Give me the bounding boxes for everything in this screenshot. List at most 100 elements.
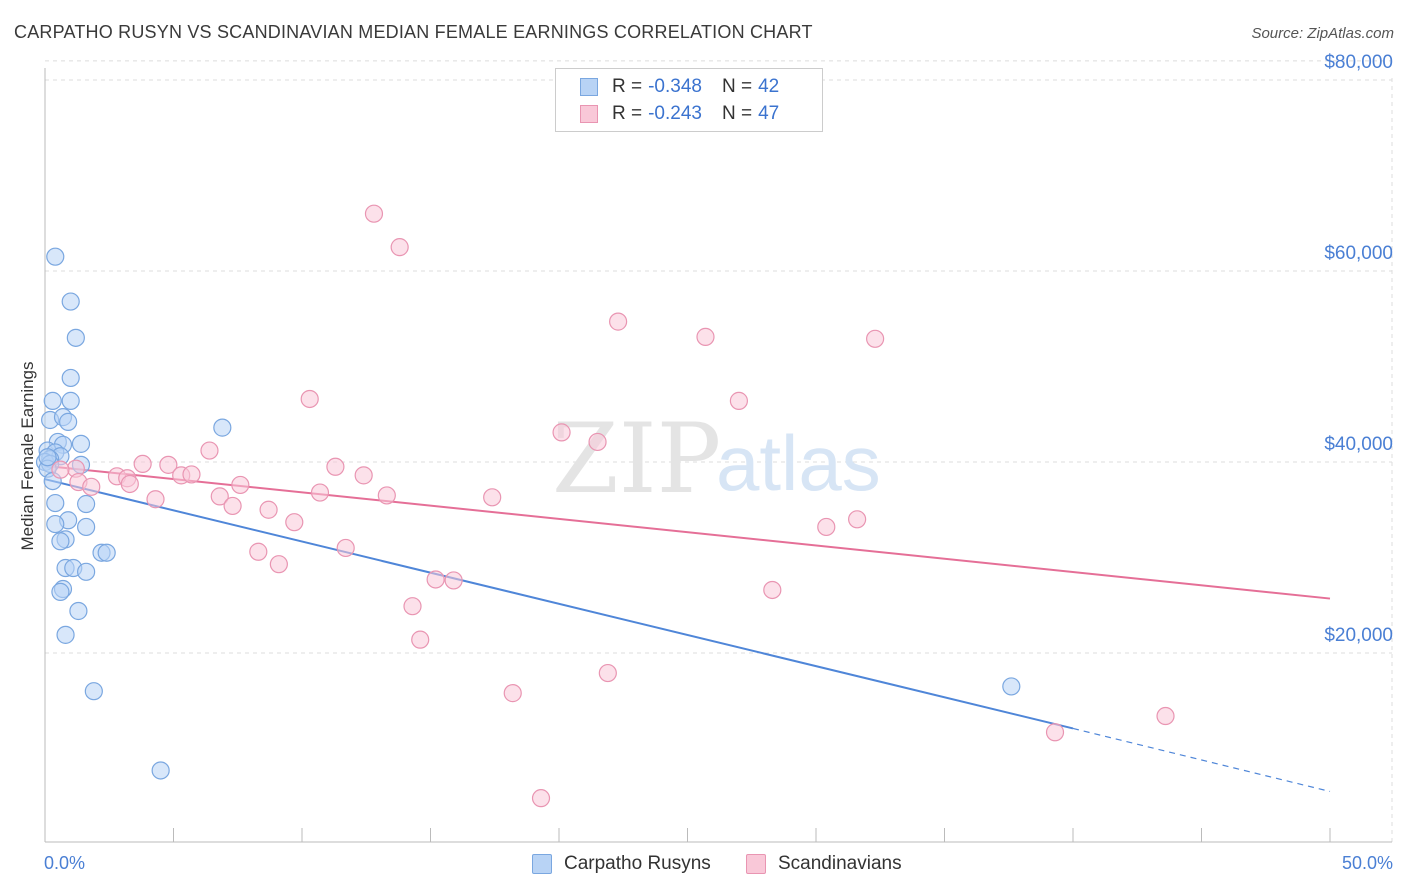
- point-carpatho-rusyn: [213, 418, 232, 437]
- point-scandinavian: [210, 487, 229, 506]
- legend-swatch-pink: [580, 105, 598, 123]
- legend-r-label: R =: [612, 103, 643, 124]
- x-tick-label: 0.0%: [44, 853, 85, 873]
- legend-r-value: -0.243: [648, 103, 702, 124]
- legend-n-label: N =: [721, 103, 753, 124]
- tick-labels: $20,000 $40,000 $60,000 $80,000 0.0% 50.0%: [44, 52, 1393, 873]
- point-scandinavian: [696, 327, 715, 346]
- point-scandinavian: [390, 238, 409, 257]
- point-carpatho-rusyn: [1002, 677, 1021, 696]
- point-scandinavian: [1156, 706, 1175, 726]
- trend-lines: [44, 464, 1331, 793]
- legend-label: Carpatho Rusyns: [564, 853, 711, 874]
- point-scandinavian: [182, 465, 201, 484]
- legend-swatch-pink: [746, 854, 766, 874]
- point-scandinavian: [326, 457, 345, 476]
- point-scandinavian: [403, 597, 422, 616]
- legend-swatch-blue: [532, 854, 552, 874]
- point-scandinavian: [531, 789, 551, 808]
- point-scandinavian: [300, 389, 319, 409]
- point-scandinavian: [51, 460, 70, 479]
- point-carpatho-rusyn: [59, 412, 78, 431]
- point-carpatho-rusyn: [43, 391, 62, 410]
- point-scandinavian: [444, 571, 463, 590]
- point-scandinavian: [552, 423, 571, 442]
- point-scandinavian: [200, 441, 219, 460]
- point-carpatho-rusyn: [97, 543, 116, 562]
- point-scandinavian: [1045, 723, 1065, 742]
- point-scandinavian: [817, 517, 836, 537]
- y-tick-label: $60,000: [1324, 243, 1393, 264]
- point-scandinavian: [269, 555, 288, 574]
- point-carpatho-rusyn: [77, 562, 96, 581]
- point-scandinavian: [503, 684, 522, 703]
- legend-item-carpatho-rusyns: Carpatho Rusyns: [532, 852, 711, 876]
- point-scandinavian: [146, 490, 165, 509]
- watermark-zip: ZIP: [552, 403, 721, 515]
- point-scandinavian: [763, 580, 782, 600]
- point-scandinavian: [259, 500, 278, 519]
- y-tick-label: $20,000: [1324, 625, 1393, 646]
- legend-item-scandinavians: Scandinavians: [746, 852, 902, 876]
- point-carpatho-rusyn: [77, 494, 96, 514]
- point-carpatho-rusyn: [77, 517, 96, 537]
- point-carpatho-rusyn: [61, 292, 80, 311]
- point-scandinavian: [231, 475, 250, 495]
- point-carpatho-rusyn: [151, 761, 170, 780]
- point-scandinavian: [426, 570, 445, 589]
- legend-r-label: R =: [612, 76, 643, 97]
- y-tick-label: $80,000: [1324, 52, 1393, 73]
- legend-label: Scandinavians: [778, 853, 902, 874]
- legend-row-scandinavian: R = -0.243 N = 47: [580, 102, 779, 126]
- point-scandinavian: [729, 391, 749, 410]
- point-scandinavian: [82, 477, 101, 496]
- point-scandinavian: [866, 329, 885, 348]
- point-carpatho-rusyn: [61, 368, 80, 388]
- point-scandinavian: [336, 538, 355, 558]
- point-scandinavian: [483, 488, 502, 507]
- trend-line-scandinavian: [44, 464, 1331, 600]
- point-carpatho-rusyn: [51, 582, 70, 601]
- point-scandinavian: [609, 312, 628, 331]
- point-carpatho-rusyn: [61, 391, 80, 410]
- point-scandinavian: [249, 542, 268, 561]
- point-scandinavian: [588, 432, 607, 452]
- y-axis-label: Median Female Earnings: [18, 362, 37, 551]
- correlation-legend: R = -0.348 N = 42 R = -0.243 N = 47: [555, 68, 823, 132]
- point-scandinavian: [364, 204, 384, 223]
- legend-n-value: 47: [758, 103, 780, 124]
- point-scandinavian: [848, 510, 867, 529]
- point-scandinavian: [120, 474, 139, 494]
- chart-source: Source: ZipAtlas.com: [1251, 25, 1394, 42]
- point-carpatho-rusyn: [84, 682, 103, 701]
- point-scandinavian: [159, 455, 178, 474]
- legend-swatch-blue: [580, 78, 598, 96]
- chart-title: CARPATHO RUSYN VS SCANDINAVIAN MEDIAN FE…: [14, 22, 813, 42]
- point-scandinavian: [377, 486, 396, 505]
- point-scandinavian: [285, 513, 304, 532]
- legend-r-value: -0.348: [648, 76, 702, 97]
- point-scandinavian: [133, 454, 152, 474]
- point-scandinavian: [310, 483, 330, 502]
- point-carpatho-rusyn: [46, 493, 65, 513]
- point-scandinavian: [223, 496, 242, 516]
- x-tick-label: 50.0%: [1342, 853, 1393, 873]
- watermark: ZIP atlas: [552, 403, 881, 515]
- trend-line-carpatho: [44, 478, 1074, 730]
- point-carpatho-rusyn: [56, 625, 75, 644]
- point-carpatho-rusyn: [46, 514, 65, 534]
- point-scandinavian: [411, 630, 430, 649]
- trend-line-extension: [1072, 727, 1331, 793]
- point-scandinavian: [354, 466, 373, 485]
- point-carpatho-rusyn: [51, 532, 70, 551]
- point-carpatho-rusyn: [66, 328, 85, 347]
- data-points: [35, 204, 1175, 808]
- legend-row-carpatho: R = -0.348 N = 42: [580, 75, 779, 99]
- legend-n-value: 42: [758, 76, 780, 97]
- point-scandinavian: [598, 663, 617, 683]
- watermark-atlas: atlas: [716, 419, 881, 507]
- y-tick-label: $40,000: [1324, 434, 1393, 455]
- point-carpatho-rusyn: [69, 601, 88, 621]
- point-carpatho-rusyn: [71, 434, 91, 453]
